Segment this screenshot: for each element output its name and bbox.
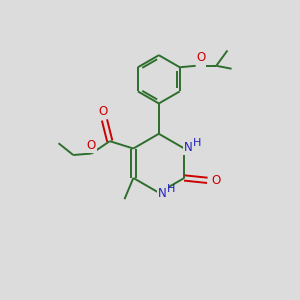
Text: H: H [167,184,176,194]
Text: O: O [86,139,96,152]
Text: O: O [196,51,206,64]
Text: O: O [211,174,220,187]
Text: O: O [98,105,108,118]
Text: N: N [158,187,167,200]
Text: N: N [184,141,192,154]
Text: H: H [193,138,201,148]
